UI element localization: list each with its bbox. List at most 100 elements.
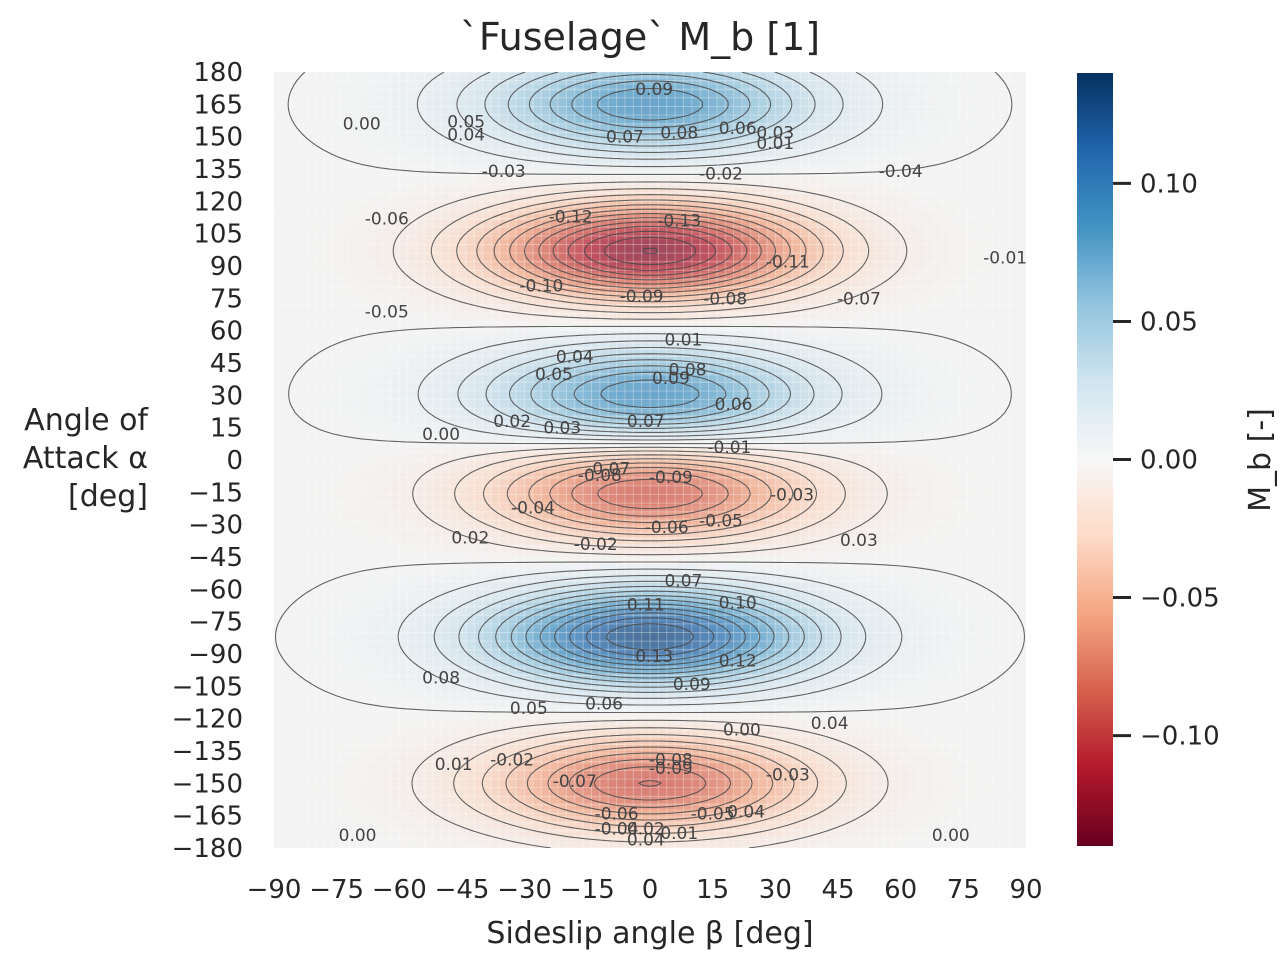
field-cell (817, 356, 827, 364)
field-cell (959, 408, 969, 416)
field-cell (290, 78, 300, 86)
field-cell (1017, 304, 1026, 312)
field-cell (616, 388, 626, 396)
field-cell (909, 278, 918, 286)
field-cell (1009, 123, 1019, 131)
field-cell (533, 369, 542, 377)
field-cell (691, 324, 701, 332)
field-cell (549, 356, 559, 364)
field-cell (549, 395, 559, 403)
field-cell (574, 162, 584, 170)
field-cell (792, 227, 801, 235)
field-cell (449, 220, 459, 228)
field-cell (975, 97, 985, 105)
field-cell (792, 240, 801, 248)
field-cell (934, 304, 944, 312)
field-cell (934, 388, 944, 396)
field-cell (909, 233, 918, 241)
field-cell (666, 143, 676, 151)
field-cell (750, 401, 760, 409)
field-cell (558, 91, 568, 99)
field-cell (274, 246, 283, 254)
field-cell (616, 233, 626, 241)
field-cell (608, 181, 618, 189)
field-cell (800, 272, 810, 280)
field-cell (741, 201, 751, 209)
field-cell (533, 317, 542, 325)
field-cell (382, 220, 392, 228)
field-cell (616, 395, 626, 403)
field-cell (808, 272, 818, 280)
field-cell (608, 78, 618, 86)
field-cell (449, 343, 459, 351)
field-cell (675, 123, 685, 131)
field-cell (307, 278, 317, 286)
field-cell (783, 317, 793, 325)
field-cell (466, 214, 476, 222)
field-cell (666, 350, 676, 358)
field-cell (934, 311, 944, 319)
field-cell (499, 291, 509, 299)
field-cell (725, 350, 735, 358)
field-cell (758, 408, 768, 416)
field-cell (524, 401, 534, 409)
field-cell (524, 408, 534, 416)
field-cell (967, 330, 977, 338)
field-cell (1000, 181, 1010, 189)
field-cell (474, 298, 484, 306)
field-cell (558, 337, 568, 345)
field-cell (482, 97, 492, 105)
field-cell (457, 259, 467, 267)
field-cell (516, 343, 526, 351)
field-cell (984, 181, 994, 189)
field-cell (416, 369, 425, 377)
field-cell (507, 246, 517, 254)
field-cell (541, 207, 551, 215)
field-cell (967, 246, 977, 254)
field-cell (591, 156, 601, 164)
field-cell (583, 272, 593, 280)
field-cell (766, 156, 776, 164)
field-cell (700, 272, 710, 280)
field-cell (558, 382, 568, 390)
field-cell (909, 143, 918, 151)
field-cell (416, 149, 425, 157)
field-cell (616, 104, 626, 112)
field-cell (716, 149, 726, 157)
field-cell (992, 149, 1002, 157)
field-cell (549, 427, 559, 435)
field-cell (482, 414, 492, 422)
field-cell (766, 337, 776, 345)
field-cell (650, 369, 659, 377)
field-cell (766, 72, 776, 80)
field-cell (967, 110, 977, 118)
field-cell (658, 395, 668, 403)
field-cell (457, 356, 467, 364)
field-cell (758, 233, 768, 241)
field-cell (875, 194, 885, 202)
field-cell (524, 149, 534, 157)
field-cell (407, 414, 417, 422)
field-cell (658, 181, 668, 189)
field-cell (1000, 369, 1010, 377)
field-cell (892, 369, 902, 377)
field-cell (917, 304, 927, 312)
field-cell (516, 227, 526, 235)
field-cell (800, 97, 810, 105)
field-cell (817, 91, 827, 99)
field-cell (817, 317, 827, 325)
field-cell (992, 291, 1002, 299)
field-cell (349, 123, 359, 131)
field-cell (424, 84, 434, 92)
field-cell (741, 311, 751, 319)
field-cell (842, 78, 852, 86)
field-cell (716, 207, 726, 215)
field-cell (633, 78, 643, 86)
field-cell (599, 266, 609, 274)
field-cell (733, 363, 743, 371)
field-cell (691, 136, 701, 144)
field-cell (382, 395, 392, 403)
field-cell (950, 324, 960, 332)
field-cell (725, 156, 735, 164)
field-cell (850, 317, 860, 325)
